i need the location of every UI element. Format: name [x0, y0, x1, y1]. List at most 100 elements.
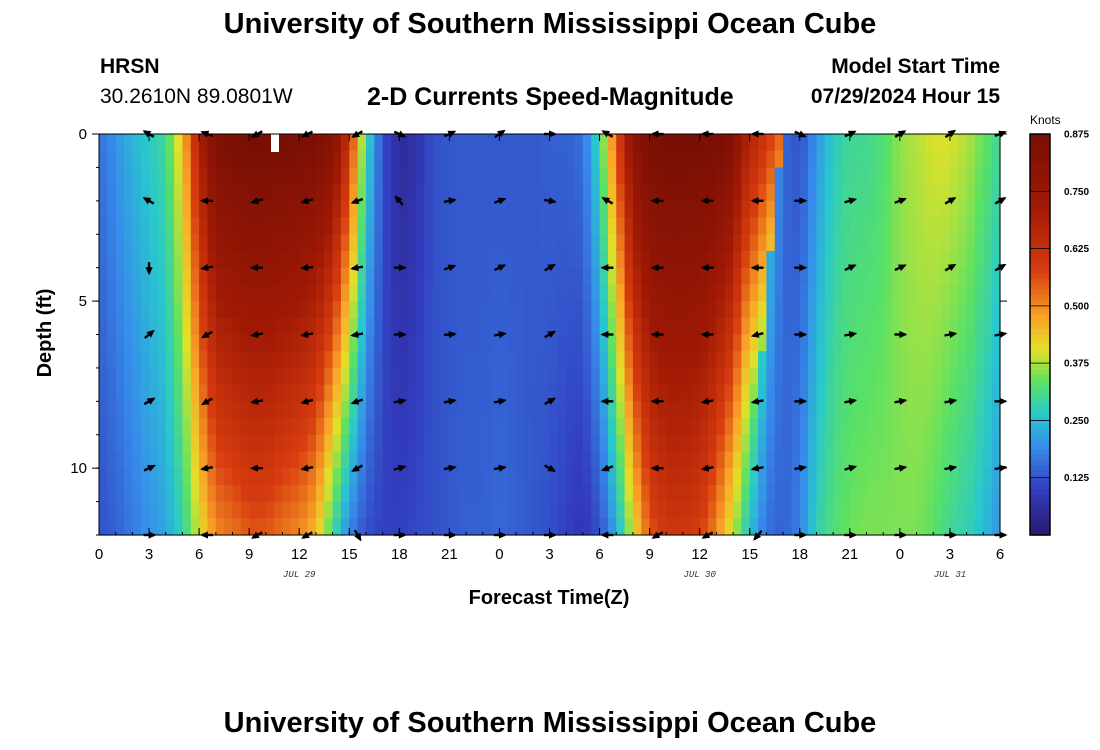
- heat-cell: [749, 217, 759, 235]
- heat-cell: [841, 267, 851, 285]
- heat-cell: [799, 217, 809, 235]
- heat-cell: [899, 267, 909, 285]
- heat-cell: [899, 401, 909, 419]
- heat-cell: [524, 167, 534, 185]
- x-tick-label: 12: [291, 546, 308, 563]
- heat-cell: [741, 384, 751, 402]
- colorbar-segment: [1030, 369, 1050, 376]
- current-vector: [794, 197, 808, 205]
- heat-cell: [966, 468, 976, 486]
- heat-cell: [499, 468, 509, 486]
- heat-cell: [741, 184, 751, 202]
- heat-cell: [591, 301, 601, 319]
- heat-cell: [824, 267, 834, 285]
- heat-cell: [849, 150, 859, 169]
- colorbar-segment: [1030, 249, 1050, 255]
- heat-cell: [582, 367, 592, 386]
- heat-cell: [524, 284, 534, 302]
- heat-cell: [674, 184, 684, 202]
- heat-cell: [357, 234, 367, 252]
- heat-cell: [774, 367, 784, 386]
- heat-cell: [249, 367, 259, 386]
- heat-cell: [824, 134, 834, 152]
- heat-cell: [791, 184, 801, 202]
- heat-cell: [449, 284, 459, 302]
- heat-cell: [482, 401, 492, 419]
- heat-cell: [332, 518, 342, 536]
- heat-cell: [758, 384, 767, 402]
- heat-cell: [666, 334, 676, 352]
- heat-cell: [958, 484, 968, 503]
- heat-cell: [457, 501, 467, 519]
- heat-cell: [382, 234, 392, 252]
- heat-cell: [874, 434, 884, 453]
- heat-cell: [524, 384, 534, 402]
- current-vector: [393, 330, 407, 339]
- heat-cell: [949, 217, 959, 235]
- heat-cell: [616, 200, 626, 219]
- colorbar-segment: [1030, 244, 1050, 250]
- heat-cell: [574, 367, 584, 386]
- heat-cell: [416, 301, 425, 319]
- heat-cell: [708, 301, 717, 319]
- heat-cell: [282, 468, 292, 486]
- heat-cell: [607, 267, 617, 285]
- heat-cell: [199, 518, 209, 536]
- heat-cell: [666, 200, 676, 219]
- heat-cell: [115, 167, 125, 185]
- heat-cell: [190, 200, 200, 219]
- heat-cell: [783, 217, 793, 235]
- heat-cell: [632, 234, 642, 252]
- current-vector: [794, 330, 808, 339]
- heat-cell: [758, 401, 767, 419]
- heat-cell: [190, 418, 200, 436]
- heat-cell: [607, 418, 617, 436]
- heat-cell: [624, 317, 634, 336]
- heat-cell: [908, 401, 918, 419]
- heat-cell: [149, 351, 158, 369]
- heat-cell: [741, 150, 751, 169]
- current-vector: [944, 197, 957, 205]
- heat-cell: [858, 167, 868, 185]
- heat-cell: [899, 484, 909, 503]
- current-vector: [944, 397, 958, 405]
- heat-cell: [874, 167, 884, 185]
- heat-cell: [649, 167, 659, 185]
- heat-cell: [432, 518, 442, 536]
- heat-cell: [282, 167, 292, 185]
- heat-cell: [457, 200, 467, 219]
- heat-cell: [616, 484, 626, 503]
- heat-cell: [491, 468, 501, 486]
- heat-cell: [774, 134, 784, 152]
- heat-cell: [424, 184, 434, 202]
- heat-cell: [674, 200, 684, 219]
- heat-cell: [774, 468, 784, 486]
- heat-cell: [132, 200, 142, 219]
- heat-cell: [716, 401, 726, 419]
- heat-cell: [607, 334, 617, 352]
- heat-cell: [516, 200, 526, 219]
- heat-cell: [107, 484, 117, 503]
- current-vector: [700, 330, 714, 339]
- current-vector: [394, 195, 404, 206]
- heat-cell: [666, 250, 676, 269]
- heat-cell: [307, 217, 317, 235]
- heat-cell: [124, 284, 133, 302]
- heat-cell: [299, 184, 309, 202]
- heat-cell: [783, 518, 793, 536]
- heat-cell: [516, 434, 526, 453]
- heat-cell: [541, 351, 551, 369]
- heat-cell: [899, 384, 909, 402]
- heat-cell: [949, 418, 959, 436]
- heat-cell: [174, 484, 184, 503]
- heat-cell: [958, 167, 968, 185]
- heat-cell: [165, 284, 175, 302]
- colorbar-segment: [1030, 494, 1050, 501]
- heat-cell: [182, 451, 192, 469]
- heat-cell: [499, 501, 509, 519]
- heat-cell: [641, 468, 651, 486]
- heat-cell: [691, 150, 701, 169]
- heat-cell: [674, 250, 684, 269]
- heat-cell: [290, 351, 300, 369]
- heat-cell: [99, 134, 108, 152]
